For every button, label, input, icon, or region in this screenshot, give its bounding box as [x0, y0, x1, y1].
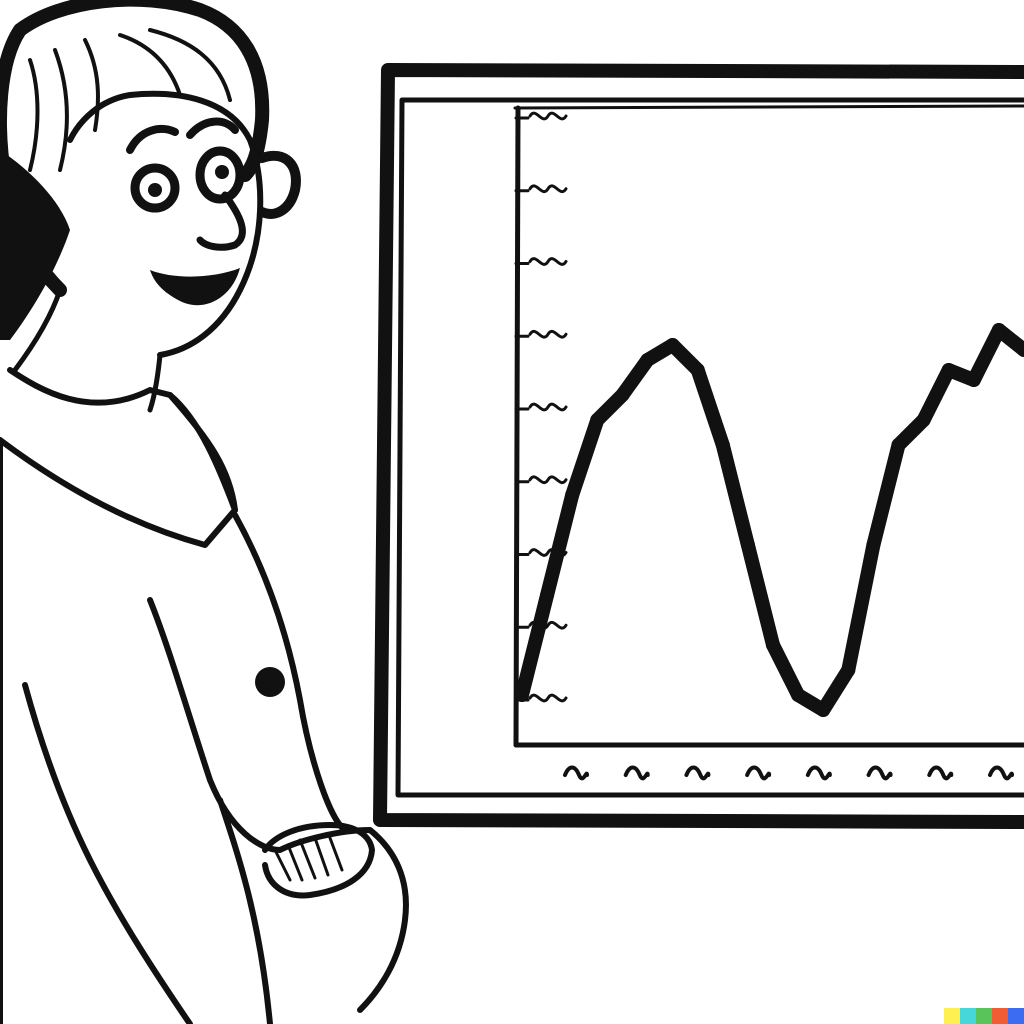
series-point — [816, 703, 831, 717]
coat-collar — [0, 367, 238, 548]
series-point — [515, 688, 529, 702]
series-point — [690, 363, 705, 377]
signature-yellow — [944, 1008, 960, 1024]
person-figure — [0, 0, 409, 1024]
signature-blue — [1008, 1008, 1024, 1024]
hair-strands — [28, 28, 232, 172]
pupil-left — [148, 183, 162, 197]
y-tick-label — [528, 111, 568, 121]
coat-front — [232, 512, 348, 833]
board-inner-top — [513, 104, 1024, 110]
chart-board — [373, 63, 1024, 829]
series-point — [766, 638, 780, 652]
series-point — [866, 538, 881, 552]
series-point — [665, 338, 680, 352]
y-axis — [513, 105, 521, 748]
nose — [196, 191, 246, 251]
coat-lapel — [167, 392, 238, 513]
chart-axes — [513, 105, 1024, 748]
x-tick-label — [866, 765, 893, 781]
chart-series-layer — [515, 323, 1024, 717]
neck — [12, 287, 163, 413]
series-point — [740, 538, 755, 552]
face-outline — [67, 90, 264, 358]
y-tick-label — [528, 184, 568, 194]
x-tick-label — [563, 765, 589, 781]
board-frame-inner — [395, 97, 1024, 798]
series-point — [991, 323, 1006, 337]
series-point — [715, 438, 730, 452]
coat-sleeve — [147, 597, 409, 1024]
series-point — [966, 373, 981, 387]
series-point — [1017, 343, 1024, 357]
x-tick-label — [684, 765, 711, 781]
series-point — [590, 413, 605, 427]
signature-green — [976, 1008, 992, 1024]
y-tick-label — [528, 257, 568, 266]
series-point — [941, 363, 956, 377]
hair-shading — [0, 150, 70, 340]
pupil-right — [215, 165, 229, 179]
eyebrow-left — [126, 125, 179, 154]
color-signature — [944, 1008, 1024, 1024]
eyebrow-right — [186, 117, 239, 139]
series-point — [640, 353, 655, 367]
series-point — [791, 688, 806, 702]
coat-side — [0, 437, 193, 1024]
coat-button — [255, 667, 285, 697]
eye-left — [130, 163, 180, 213]
series-line — [515, 323, 1024, 717]
series-point — [565, 488, 580, 502]
x-tick-label — [745, 765, 772, 781]
series-point — [891, 438, 906, 452]
x-tick-label — [623, 765, 650, 781]
x-tick-label — [988, 765, 1014, 781]
series-point — [615, 388, 630, 402]
signature-red — [992, 1008, 1008, 1024]
board-frame-outer — [373, 63, 1024, 829]
signature-cyan — [960, 1008, 976, 1024]
x-axis-ticks — [563, 765, 1014, 781]
series-point — [841, 663, 856, 677]
hand-shading — [273, 836, 344, 882]
series-point — [916, 413, 931, 427]
y-tick-label — [528, 329, 568, 339]
y-tick-label — [528, 693, 568, 703]
series-point — [540, 588, 555, 602]
mouth — [150, 268, 240, 306]
eye-right — [195, 146, 245, 204]
hand — [262, 822, 375, 899]
x-tick-label — [805, 765, 832, 781]
y-tick-label — [528, 402, 568, 412]
ear — [257, 150, 301, 219]
y-tick-label — [528, 475, 568, 485]
x-tick-label — [927, 765, 954, 781]
